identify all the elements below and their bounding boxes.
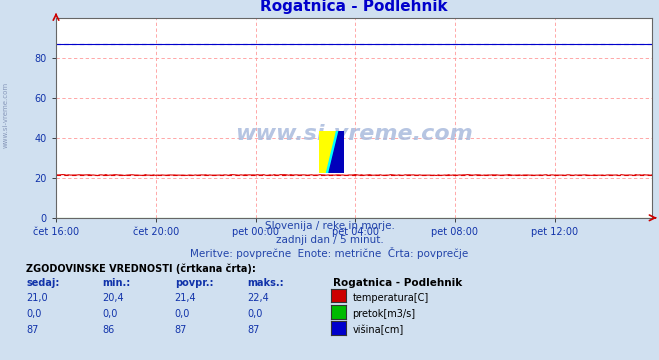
Text: Slovenija / reke in morje.: Slovenija / reke in morje.	[264, 221, 395, 231]
Text: temperatura[C]: temperatura[C]	[353, 293, 429, 303]
Text: višina[cm]: višina[cm]	[353, 325, 404, 335]
Text: 87: 87	[175, 325, 187, 335]
Text: Meritve: povprečne  Enote: metrične  Črta: povprečje: Meritve: povprečne Enote: metrične Črta:…	[190, 247, 469, 260]
Polygon shape	[326, 131, 339, 173]
Text: povpr.:: povpr.:	[175, 278, 213, 288]
Title: Rogatnica - Podlehnik: Rogatnica - Podlehnik	[260, 0, 448, 14]
Text: 86: 86	[102, 325, 115, 335]
Text: pretok[m3/s]: pretok[m3/s]	[353, 309, 416, 319]
Text: min.:: min.:	[102, 278, 130, 288]
Text: 22,4: 22,4	[247, 293, 269, 303]
Text: 0,0: 0,0	[26, 309, 42, 319]
Text: 0,0: 0,0	[102, 309, 117, 319]
Text: 20,4: 20,4	[102, 293, 124, 303]
Text: 87: 87	[26, 325, 39, 335]
Text: ZGODOVINSKE VREDNOSTI (črtkana črta):: ZGODOVINSKE VREDNOSTI (črtkana črta):	[26, 263, 256, 274]
Text: maks.:: maks.:	[247, 278, 284, 288]
Text: 0,0: 0,0	[175, 309, 190, 319]
Text: 21,4: 21,4	[175, 293, 196, 303]
Text: sedaj:: sedaj:	[26, 278, 60, 288]
Text: zadnji dan / 5 minut.: zadnji dan / 5 minut.	[275, 235, 384, 245]
Text: www.si-vreme.com: www.si-vreme.com	[235, 124, 473, 144]
Text: 21,0: 21,0	[26, 293, 48, 303]
Text: www.si-vreme.com: www.si-vreme.com	[2, 82, 9, 148]
Polygon shape	[329, 131, 344, 173]
Polygon shape	[319, 131, 337, 173]
Text: Rogatnica - Podlehnik: Rogatnica - Podlehnik	[333, 278, 462, 288]
Text: 87: 87	[247, 325, 260, 335]
Text: 0,0: 0,0	[247, 309, 262, 319]
